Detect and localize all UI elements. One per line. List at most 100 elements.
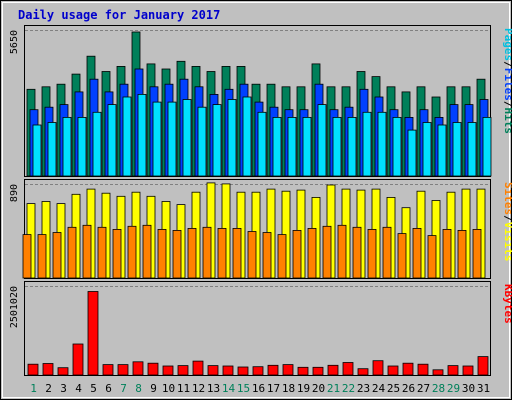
bar-pages-day-29 (452, 122, 462, 177)
panel-frame (24, 281, 491, 376)
bar-kbytes-day-26 (402, 362, 414, 376)
series-legend-label: KBytes (502, 284, 512, 324)
bar-sites-day-21 (322, 225, 332, 279)
x-tick-label: 21 (327, 382, 340, 395)
x-tick-label: 17 (267, 382, 280, 395)
bar-sites-day-20 (307, 227, 317, 279)
x-tick-label: 14 (222, 382, 236, 395)
panel-upper: 5650 Pages/Files/Hits (9, 25, 512, 177)
bar-sites-day-14 (217, 227, 227, 279)
chart-panels: 5650 Pages/Files/Hits 890 Sites / Visits 25010… (9, 25, 512, 376)
bar-kbytes-day-3 (57, 367, 69, 376)
bar-kbytes-day-13 (207, 365, 219, 376)
bar-kbytes-day-17 (267, 364, 279, 376)
x-tick-label: 3 (60, 382, 67, 395)
bar-kbytes-day-2 (42, 363, 54, 376)
bar-kbytes-day-29 (447, 365, 459, 376)
bar-kbytes-day-28 (432, 369, 444, 376)
bar-pages-day-5 (92, 111, 102, 177)
bar-kbytes-day-10 (162, 365, 174, 376)
bar-sites-day-8 (127, 225, 137, 279)
bar-pages-day-18 (287, 117, 297, 177)
x-tick-label: 9 (150, 382, 157, 395)
bar-pages-day-21 (332, 117, 342, 177)
x-tick-label: 7 (120, 382, 127, 395)
bar-pages-day-7 (122, 96, 132, 177)
x-tick-label: 18 (282, 382, 295, 395)
y-axis-max-label: 5650 (9, 30, 20, 54)
x-tick-label: 13 (207, 382, 220, 395)
bar-kbytes-day-20 (312, 366, 324, 376)
legend-part: Visits (502, 222, 512, 262)
bar-pages-day-1 (32, 124, 42, 177)
bar-sites-day-18 (277, 234, 287, 279)
y-axis-max-label: 890 (9, 184, 20, 202)
bar-sites-day-28 (427, 235, 437, 279)
bar-sites-day-16 (247, 231, 257, 279)
legend-part: Pages (502, 28, 512, 61)
x-axis-day-labels: 1 2 3 4 5 6 7 8 9 10 11 12 13 14 15 16 17 18 19 20 21 22 23 24 2… (30, 382, 490, 395)
bar-sites-day-2 (37, 234, 47, 279)
bar-pages-day-23 (362, 111, 372, 177)
legend-part: Files (502, 68, 512, 101)
bar-kbytes-day-22 (342, 362, 354, 376)
bar-kbytes-day-16 (252, 366, 264, 376)
bar-sites-day-15 (232, 227, 242, 279)
legend-part: Sites (502, 182, 512, 215)
bar-pages-day-26 (407, 129, 417, 177)
series-legend-label: Pages/Files/Hits (502, 28, 512, 134)
x-tick-label: 8 (135, 382, 142, 395)
bar-sites-day-25 (382, 226, 392, 279)
bar-pages-day-13 (212, 104, 222, 177)
x-tick-label: 10 (162, 382, 175, 395)
bar-pages-day-28 (437, 124, 447, 177)
bar-pages-day-22 (347, 117, 357, 177)
bar-pages-day-11 (182, 99, 192, 177)
bar-pages-day-31 (482, 117, 492, 177)
bar-kbytes-day-6 (102, 364, 114, 376)
bar-pages-day-30 (467, 122, 477, 177)
x-tick-label: 22 (342, 382, 355, 395)
bar-pages-day-24 (377, 111, 387, 177)
bar-pages-day-12 (197, 106, 207, 177)
bar-sites-day-22 (337, 224, 347, 279)
bar-kbytes-day-19 (297, 366, 309, 376)
bar-pages-day-14 (227, 99, 237, 177)
x-tick-label: 31 (477, 382, 490, 395)
bar-kbytes-day-30 (462, 365, 474, 376)
bar-pages-day-3 (62, 117, 72, 177)
x-tick-label: 27 (417, 382, 430, 395)
bar-sites-day-10 (157, 228, 167, 279)
bar-sites-day-29 (442, 228, 452, 279)
x-tick-label: 2 (45, 382, 52, 395)
bar-kbytes-day-24 (372, 360, 384, 376)
bar-sites-day-4 (67, 226, 77, 279)
bar-kbytes-day-4 (72, 343, 84, 376)
x-tick-label: 5 (90, 382, 97, 395)
bar-sites-day-1 (22, 234, 32, 279)
x-tick-label: 4 (75, 382, 82, 395)
bar-kbytes-day-25 (387, 365, 399, 376)
bar-sites-day-11 (172, 229, 182, 279)
x-tick-label: 12 (192, 382, 205, 395)
y-axis-max-label: 2501020 (9, 286, 20, 328)
bar-kbytes-day-8 (132, 361, 144, 376)
bar-kbytes-day-15 (237, 366, 249, 376)
bar-kbytes-day-11 (177, 365, 189, 376)
x-tick-label: 26 (402, 382, 415, 395)
bar-sites-day-27 (412, 227, 422, 279)
x-tick-label: 25 (387, 382, 400, 395)
x-tick-label: 6 (105, 382, 112, 395)
panel-middle: 890 Sites/Visits (9, 179, 512, 279)
bar-kbytes-day-27 (417, 363, 429, 376)
bar-pages-day-20 (317, 104, 327, 177)
x-tick-label: 16 (252, 382, 265, 395)
legend-part: / (502, 61, 512, 68)
legend-part: KBytes (502, 284, 512, 324)
bar-pages-day-4 (77, 117, 87, 177)
x-tick-label: 20 (312, 382, 325, 395)
bar-sites-day-9 (142, 224, 152, 279)
x-tick-label: 19 (297, 382, 310, 395)
bar-sites-day-6 (97, 226, 107, 279)
